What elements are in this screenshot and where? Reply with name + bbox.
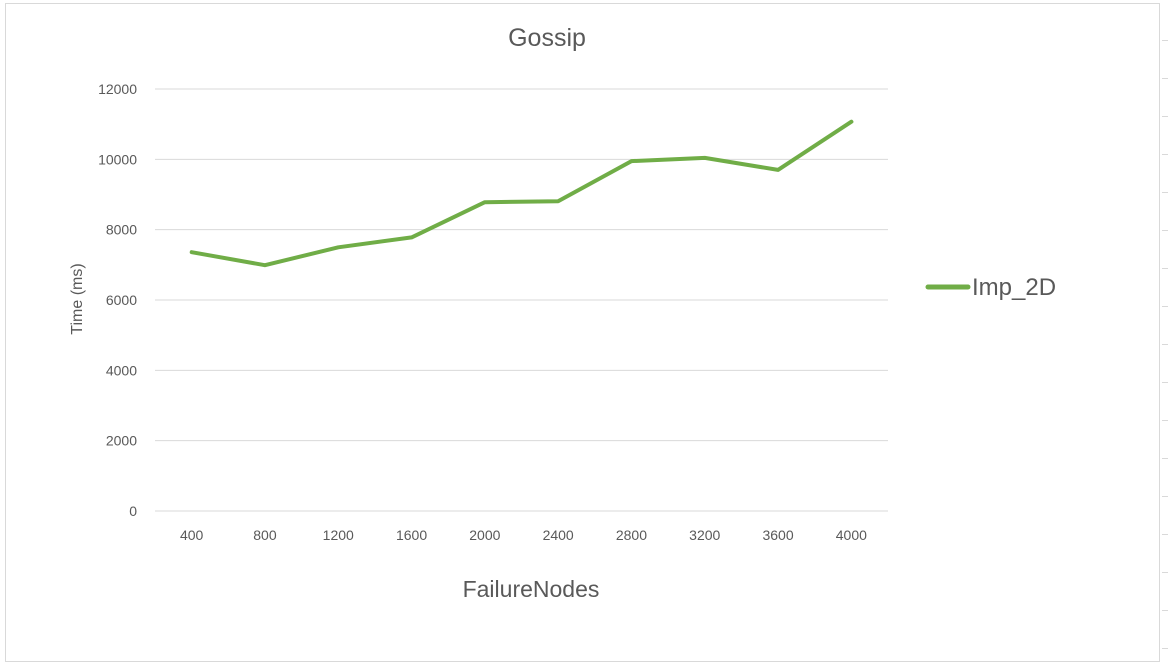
data-point <box>630 160 632 162</box>
x-axis-ticks: 400 800 1200 1600 2000 2400 2800 3200 3600 4000 <box>180 527 867 543</box>
x-tick-label: 2800 <box>616 527 647 543</box>
legend: Imp_2D <box>925 274 1056 301</box>
x-tick-label: 800 <box>253 527 277 543</box>
data-point <box>191 251 193 253</box>
chart-area <box>5 3 1160 662</box>
data-point <box>704 157 706 159</box>
x-axis-title: FailureNodes <box>463 576 600 602</box>
y-axis-ticks: 0 2000 4000 6000 8000 10000 12000 <box>98 81 137 519</box>
y-tick-label: 4000 <box>106 362 137 378</box>
data-point <box>557 200 559 202</box>
gridlines <box>155 88 888 512</box>
y-tick-label: 10000 <box>98 151 137 167</box>
data-point <box>411 236 413 238</box>
x-tick-label: 1600 <box>396 527 427 543</box>
data-point <box>484 201 486 203</box>
x-tick-label: 400 <box>180 527 204 543</box>
y-tick-label: 12000 <box>98 81 137 97</box>
legend-label: Imp_2D <box>972 274 1056 301</box>
x-tick-label: 1200 <box>323 527 354 543</box>
series-line <box>189 119 854 268</box>
sheet-edge <box>1162 0 1168 666</box>
y-tick-label: 6000 <box>106 292 137 308</box>
y-axis-title: Time (ms) <box>69 263 86 334</box>
data-point <box>337 246 339 248</box>
x-tick-label: 3200 <box>689 527 720 543</box>
y-tick-label: 2000 <box>106 433 137 449</box>
data-point <box>850 121 852 123</box>
x-tick-label: 2000 <box>469 527 500 543</box>
series-layer <box>189 119 854 268</box>
x-tick-label: 3600 <box>762 527 793 543</box>
y-tick-label: 0 <box>129 503 137 519</box>
data-point <box>777 169 779 171</box>
data-point <box>264 264 266 266</box>
x-tick-label: 4000 <box>836 527 867 543</box>
x-tick-label: 2400 <box>543 527 574 543</box>
y-tick-label: 8000 <box>106 222 137 238</box>
chart-title: Gossip <box>508 24 586 52</box>
